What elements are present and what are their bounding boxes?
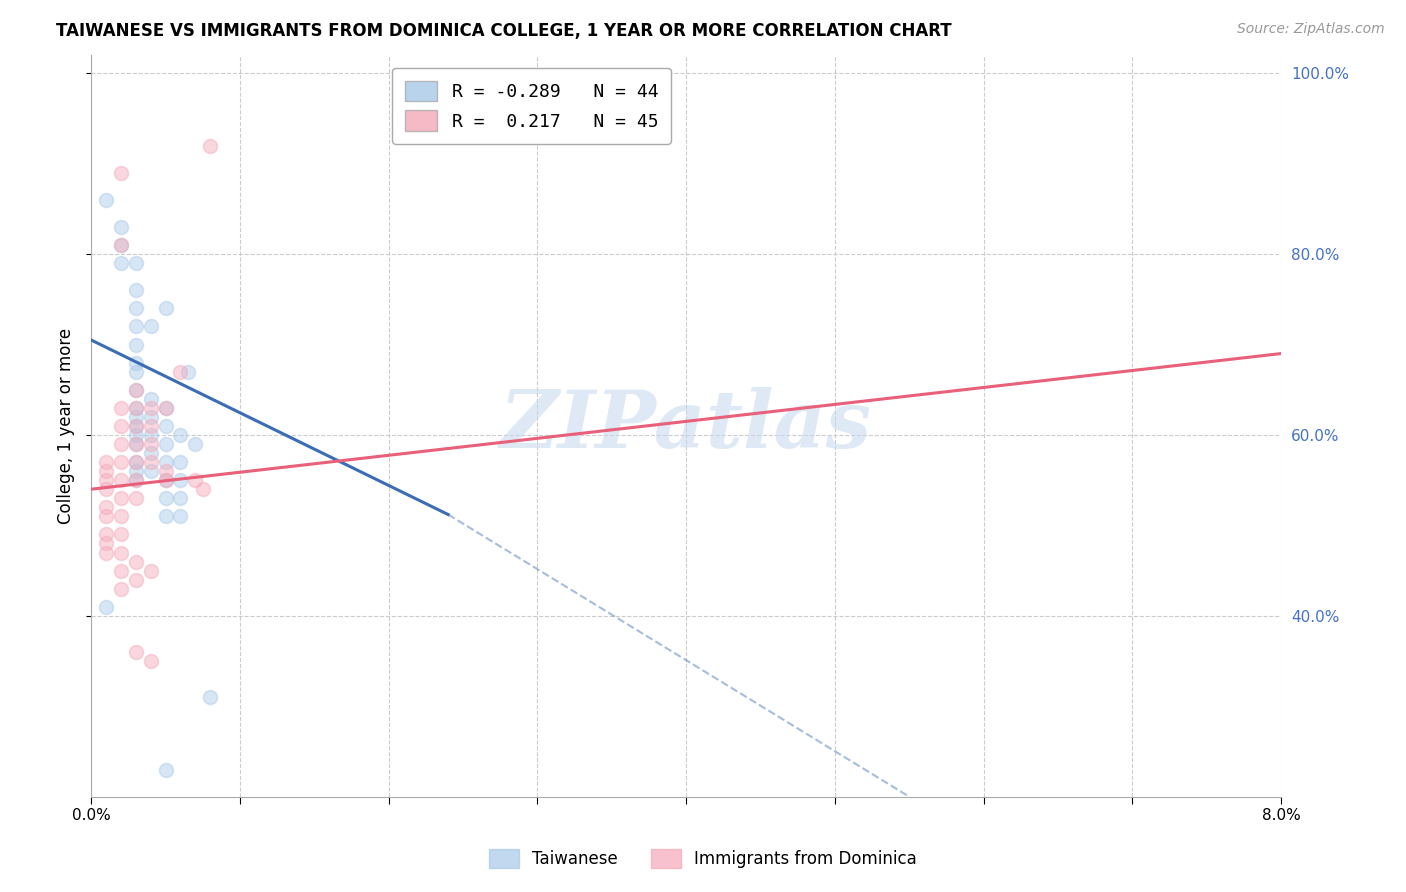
Point xyxy=(125,383,148,397)
Point xyxy=(125,337,148,351)
Legend: Taiwanese, Immigrants from Dominica: Taiwanese, Immigrants from Dominica xyxy=(482,843,924,875)
Point xyxy=(125,383,148,397)
Point xyxy=(125,418,148,433)
Point xyxy=(125,428,148,442)
Point xyxy=(139,455,162,469)
Point xyxy=(110,491,132,506)
Point xyxy=(139,401,162,415)
Point xyxy=(155,437,177,451)
Point xyxy=(139,437,162,451)
Point xyxy=(110,238,132,252)
Point xyxy=(125,573,148,587)
Point xyxy=(139,418,162,433)
Point xyxy=(94,599,117,614)
Point xyxy=(169,428,191,442)
Point xyxy=(125,473,148,487)
Text: ZIPatlas: ZIPatlas xyxy=(501,387,872,465)
Point xyxy=(139,446,162,460)
Point xyxy=(94,464,117,478)
Point xyxy=(125,356,148,370)
Point xyxy=(169,509,191,524)
Point xyxy=(184,473,207,487)
Point xyxy=(155,401,177,415)
Point xyxy=(125,455,148,469)
Point xyxy=(155,464,177,478)
Point xyxy=(198,690,221,705)
Point xyxy=(155,473,177,487)
Point xyxy=(125,455,148,469)
Point xyxy=(125,256,148,270)
Point xyxy=(139,654,162,668)
Point xyxy=(155,455,177,469)
Point xyxy=(125,319,148,334)
Point xyxy=(125,301,148,316)
Point xyxy=(125,283,148,297)
Point xyxy=(169,473,191,487)
Point xyxy=(184,437,207,451)
Point xyxy=(110,455,132,469)
Point xyxy=(177,365,200,379)
Point xyxy=(94,509,117,524)
Point xyxy=(94,455,117,469)
Point xyxy=(125,365,148,379)
Point xyxy=(110,437,132,451)
Point xyxy=(155,763,177,777)
Point xyxy=(110,219,132,234)
Text: Source: ZipAtlas.com: Source: ZipAtlas.com xyxy=(1237,22,1385,37)
Point xyxy=(94,500,117,515)
Point xyxy=(110,473,132,487)
Point xyxy=(125,401,148,415)
Point xyxy=(94,536,117,550)
Point xyxy=(191,482,214,496)
Point xyxy=(139,409,162,424)
Point xyxy=(94,545,117,559)
Point xyxy=(110,564,132,578)
Point xyxy=(198,138,221,153)
Point xyxy=(94,482,117,496)
Point xyxy=(125,473,148,487)
Legend: R = -0.289   N = 44, R =  0.217   N = 45: R = -0.289 N = 44, R = 0.217 N = 45 xyxy=(392,68,671,144)
Point xyxy=(155,509,177,524)
Point xyxy=(125,464,148,478)
Point xyxy=(94,193,117,207)
Point xyxy=(169,455,191,469)
Point xyxy=(110,238,132,252)
Point xyxy=(125,418,148,433)
Point xyxy=(110,582,132,596)
Point xyxy=(155,418,177,433)
Text: TAIWANESE VS IMMIGRANTS FROM DOMINICA COLLEGE, 1 YEAR OR MORE CORRELATION CHART: TAIWANESE VS IMMIGRANTS FROM DOMINICA CO… xyxy=(56,22,952,40)
Point xyxy=(110,401,132,415)
Point xyxy=(169,365,191,379)
Point xyxy=(125,401,148,415)
Point xyxy=(125,437,148,451)
Point xyxy=(155,401,177,415)
Point xyxy=(110,509,132,524)
Point xyxy=(155,301,177,316)
Point xyxy=(110,418,132,433)
Point xyxy=(155,491,177,506)
Y-axis label: College, 1 year or more: College, 1 year or more xyxy=(58,328,75,524)
Point xyxy=(169,491,191,506)
Point xyxy=(139,564,162,578)
Point xyxy=(125,409,148,424)
Point xyxy=(110,545,132,559)
Point xyxy=(125,491,148,506)
Point xyxy=(110,256,132,270)
Point xyxy=(139,392,162,406)
Point xyxy=(110,166,132,180)
Point xyxy=(94,473,117,487)
Point xyxy=(125,645,148,659)
Point xyxy=(139,319,162,334)
Point xyxy=(139,428,162,442)
Point xyxy=(110,527,132,541)
Point xyxy=(125,555,148,569)
Point xyxy=(155,473,177,487)
Point xyxy=(94,527,117,541)
Point xyxy=(139,464,162,478)
Point xyxy=(125,437,148,451)
